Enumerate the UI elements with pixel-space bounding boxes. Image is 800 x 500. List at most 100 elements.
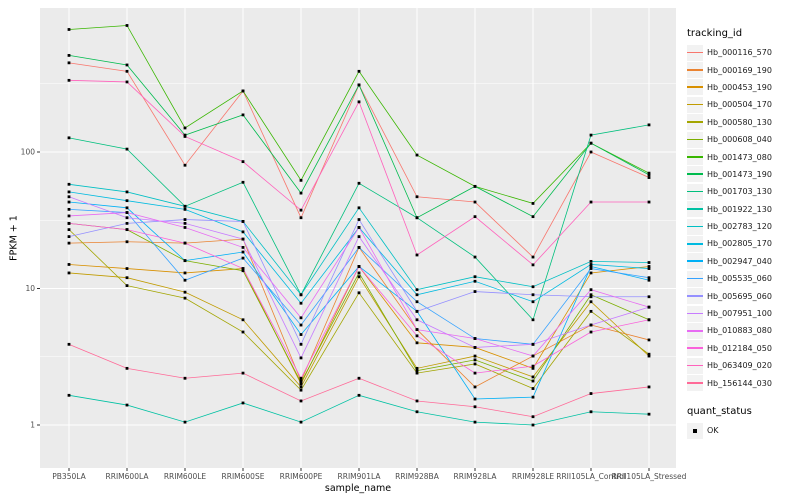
data-point — [473, 255, 477, 259]
data-point — [299, 356, 303, 360]
data-point — [183, 271, 187, 275]
legend-item: Hb_002805_170 — [687, 235, 799, 252]
legend-item-label: Hb_001703_130 — [707, 187, 772, 197]
data-point — [531, 387, 535, 390]
legend-line-icon — [687, 69, 703, 71]
legend-title-tracking: tracking_id — [687, 28, 743, 39]
data-point — [415, 309, 419, 313]
data-point — [183, 204, 187, 208]
data-point — [415, 216, 419, 220]
data-point — [415, 366, 419, 370]
data-point — [647, 354, 651, 358]
data-point — [299, 216, 303, 220]
data-point — [125, 211, 129, 214]
legend-item: Hb_000453_190 — [687, 79, 799, 96]
data-point — [241, 113, 245, 117]
data-point — [299, 399, 303, 403]
data-point — [299, 379, 303, 383]
legend-line-icon — [687, 242, 703, 245]
legend-line-icon — [687, 138, 703, 141]
legend-line-icon — [687, 225, 703, 228]
data-point — [241, 180, 245, 184]
legend-line-icon — [687, 190, 703, 193]
x-tick-label: RRIM928LA — [454, 472, 498, 481]
legend-item: Hb_000169_190 — [687, 61, 799, 79]
data-point — [357, 181, 361, 185]
data-point — [241, 230, 245, 234]
y-tick-label: 100 — [21, 148, 36, 157]
legend-item-label: Hb_000453_190 — [707, 82, 772, 92]
data-point — [589, 293, 593, 297]
legend-item-label: Hb_012184_050 — [707, 343, 772, 353]
data-point — [299, 178, 303, 182]
data-point — [415, 288, 419, 292]
legend-quant-label: OK — [707, 426, 719, 435]
legend-key-swatch — [687, 253, 703, 270]
legend-key-swatch — [687, 183, 703, 200]
data-point — [473, 279, 477, 283]
data-point — [125, 206, 129, 210]
legend-key-swatch — [687, 149, 703, 166]
data-point — [473, 354, 477, 358]
data-point — [67, 241, 71, 245]
data-point — [67, 221, 71, 225]
square-marker-icon — [693, 428, 697, 433]
data-point — [357, 83, 361, 87]
x-axis-title: sample_name — [324, 483, 392, 494]
data-point — [241, 330, 245, 334]
data-point — [67, 342, 71, 346]
data-point — [299, 191, 303, 195]
data-point — [589, 141, 593, 145]
legend-item: Hb_063409_020 — [687, 357, 799, 374]
data-point — [647, 385, 651, 389]
data-point — [589, 265, 593, 268]
data-point — [531, 202, 535, 205]
legend-item-label: Hb_000580_130 — [707, 117, 772, 127]
data-point — [241, 220, 245, 223]
data-point — [299, 333, 303, 336]
data-point — [125, 276, 129, 280]
data-point — [647, 295, 651, 299]
legend-key-swatch — [687, 79, 703, 96]
data-point — [183, 420, 187, 424]
data-point — [67, 235, 71, 239]
data-point — [125, 221, 129, 225]
x-tick-label: RRIM600PE — [280, 472, 323, 481]
data-point — [241, 371, 245, 375]
legend-item: Hb_012184_050 — [687, 340, 799, 357]
data-point — [357, 100, 361, 104]
data-point — [299, 342, 303, 346]
data-point — [647, 338, 651, 342]
data-point — [67, 61, 71, 65]
data-point — [531, 423, 535, 427]
data-point — [415, 399, 419, 403]
data-point — [589, 133, 593, 137]
data-point — [67, 207, 71, 211]
data-point — [125, 240, 129, 244]
data-point — [647, 352, 651, 356]
data-point — [183, 135, 187, 138]
legend-key-swatch — [687, 218, 703, 235]
legend-items: Hb_000116_570 Hb_000169_190 Hb_000453_190 H… — [687, 44, 799, 392]
data-point — [67, 228, 71, 232]
data-point — [531, 342, 535, 346]
legend-item-label: Hb_000608_040 — [707, 135, 772, 145]
data-point — [125, 284, 129, 288]
data-point — [589, 271, 593, 275]
legend-key-swatch — [687, 340, 703, 357]
legend-item: Hb_156144_030 — [687, 374, 799, 392]
legend-line-icon — [687, 364, 703, 367]
legend-item-label: Hb_005535_060 — [707, 274, 772, 284]
legend-key-swatch — [687, 235, 703, 252]
data-point — [125, 228, 129, 232]
data-point — [531, 395, 535, 399]
legend-quant-items: OK — [687, 422, 799, 439]
data-point — [299, 323, 303, 327]
data-point — [183, 226, 187, 229]
data-point — [67, 271, 71, 275]
data-point — [473, 385, 477, 389]
data-point — [183, 241, 187, 245]
legend-line-icon — [687, 121, 703, 123]
legend-key-swatch — [687, 166, 703, 183]
data-point — [67, 195, 71, 199]
